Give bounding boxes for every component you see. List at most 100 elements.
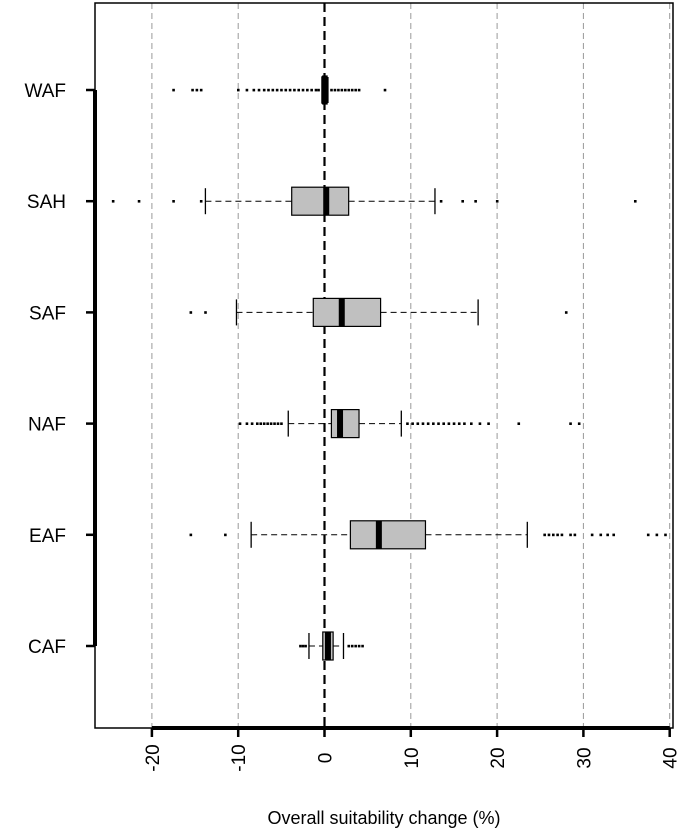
y-tick-label: CAF bbox=[28, 637, 66, 658]
box-sah bbox=[111, 186, 637, 216]
outlier-point bbox=[317, 88, 320, 92]
outlier-point bbox=[551, 533, 555, 537]
outlier-point bbox=[474, 200, 477, 203]
x-tick-label: -10 bbox=[229, 744, 250, 771]
outlier-point bbox=[577, 422, 581, 425]
x-tick-label: 10 bbox=[402, 747, 423, 768]
outlier-point bbox=[340, 88, 344, 92]
box-eaf bbox=[189, 520, 667, 550]
outlier-point bbox=[361, 644, 364, 648]
outlier-point bbox=[599, 533, 603, 537]
x-axis-title: Overall suitability change (%) bbox=[267, 808, 500, 828]
outlier-point bbox=[606, 533, 609, 537]
outlier-point bbox=[276, 422, 280, 425]
outlier-point bbox=[411, 422, 414, 425]
outlier-point bbox=[517, 422, 521, 425]
outlier-point bbox=[284, 88, 288, 92]
outlier-point bbox=[172, 88, 175, 92]
outlier-point bbox=[266, 422, 269, 425]
outlier-point bbox=[487, 422, 490, 425]
outlier-point bbox=[470, 422, 473, 425]
outlier-point bbox=[357, 88, 361, 92]
outlier-point bbox=[330, 88, 333, 92]
outlier-point bbox=[569, 533, 572, 537]
outlier-point bbox=[262, 88, 266, 92]
outlier-point bbox=[299, 644, 302, 648]
outlier-point bbox=[204, 311, 207, 314]
outlier-point bbox=[280, 88, 283, 92]
outlier-point bbox=[406, 422, 409, 425]
outlier-point bbox=[195, 88, 199, 92]
outlier-point bbox=[257, 88, 261, 92]
outlier-point bbox=[191, 88, 194, 92]
outlier-point bbox=[354, 88, 357, 92]
outlier-point bbox=[664, 533, 667, 537]
outlier-point bbox=[354, 644, 357, 648]
outlier-point bbox=[301, 644, 305, 648]
grid-lines bbox=[151, 3, 671, 728]
box-iqr bbox=[349, 520, 427, 550]
boxes bbox=[111, 75, 667, 661]
outlier-point bbox=[297, 88, 301, 92]
outlier-point bbox=[245, 422, 249, 425]
outlier-point bbox=[304, 644, 307, 648]
y-tick-label: SAF bbox=[29, 303, 66, 324]
outlier-point bbox=[347, 88, 351, 92]
outlier-point bbox=[337, 88, 340, 92]
outlier-point bbox=[421, 422, 425, 425]
outlier-point bbox=[350, 88, 354, 92]
outlier-point bbox=[442, 422, 445, 425]
outlier-point bbox=[426, 422, 430, 425]
outlier-point bbox=[306, 88, 309, 92]
outlier-point bbox=[590, 533, 594, 537]
outlier-point bbox=[199, 200, 203, 203]
outlier-point bbox=[357, 644, 361, 648]
outlier-point bbox=[267, 88, 270, 92]
outlier-point bbox=[633, 200, 637, 203]
outlier-point bbox=[543, 533, 546, 537]
outlier-point bbox=[255, 422, 259, 425]
outlier-point bbox=[252, 88, 256, 92]
outlier-point bbox=[347, 644, 351, 648]
outlier-point bbox=[137, 200, 141, 203]
x-tick-label: 20 bbox=[488, 747, 509, 768]
outlier-point bbox=[457, 422, 461, 425]
outlier-point bbox=[432, 422, 435, 425]
box-saf bbox=[189, 297, 568, 327]
box-iqr bbox=[291, 186, 350, 216]
outlier-point bbox=[199, 88, 203, 92]
outlier-point bbox=[573, 533, 577, 537]
box-iqr bbox=[330, 409, 360, 439]
x-axis: -20 -10 0 10 20 30 40 bbox=[143, 726, 682, 772]
outlier-point bbox=[478, 422, 482, 425]
outlier-point bbox=[547, 533, 551, 537]
box-naf bbox=[238, 409, 581, 439]
outlier-point bbox=[439, 200, 443, 203]
x-tick-label: 0 bbox=[316, 753, 337, 764]
outlier-point bbox=[463, 422, 466, 425]
outlier-point bbox=[350, 644, 354, 648]
box-iqr bbox=[312, 297, 382, 327]
outlier-point bbox=[310, 88, 313, 92]
outlier-point bbox=[172, 200, 175, 203]
outlier-point bbox=[288, 88, 292, 92]
outlier-point bbox=[189, 311, 193, 314]
outlier-point bbox=[461, 200, 464, 203]
outlier-point bbox=[344, 88, 347, 92]
outlier-point bbox=[262, 422, 266, 425]
outlier-point bbox=[189, 533, 193, 537]
outlier-point bbox=[556, 533, 559, 537]
outlier-point bbox=[271, 88, 275, 92]
outlier-point bbox=[273, 422, 276, 425]
outlier-point bbox=[275, 88, 279, 92]
x-tick-label: 40 bbox=[661, 747, 682, 768]
outlier-point bbox=[383, 88, 387, 92]
y-tick-label: NAF bbox=[28, 415, 66, 436]
outlier-point bbox=[238, 422, 242, 425]
outlier-point bbox=[259, 422, 263, 425]
outlier-point bbox=[293, 88, 296, 92]
outlier-point bbox=[416, 422, 420, 425]
outlier-point bbox=[224, 533, 227, 537]
y-tick-label: SAH bbox=[27, 192, 66, 213]
